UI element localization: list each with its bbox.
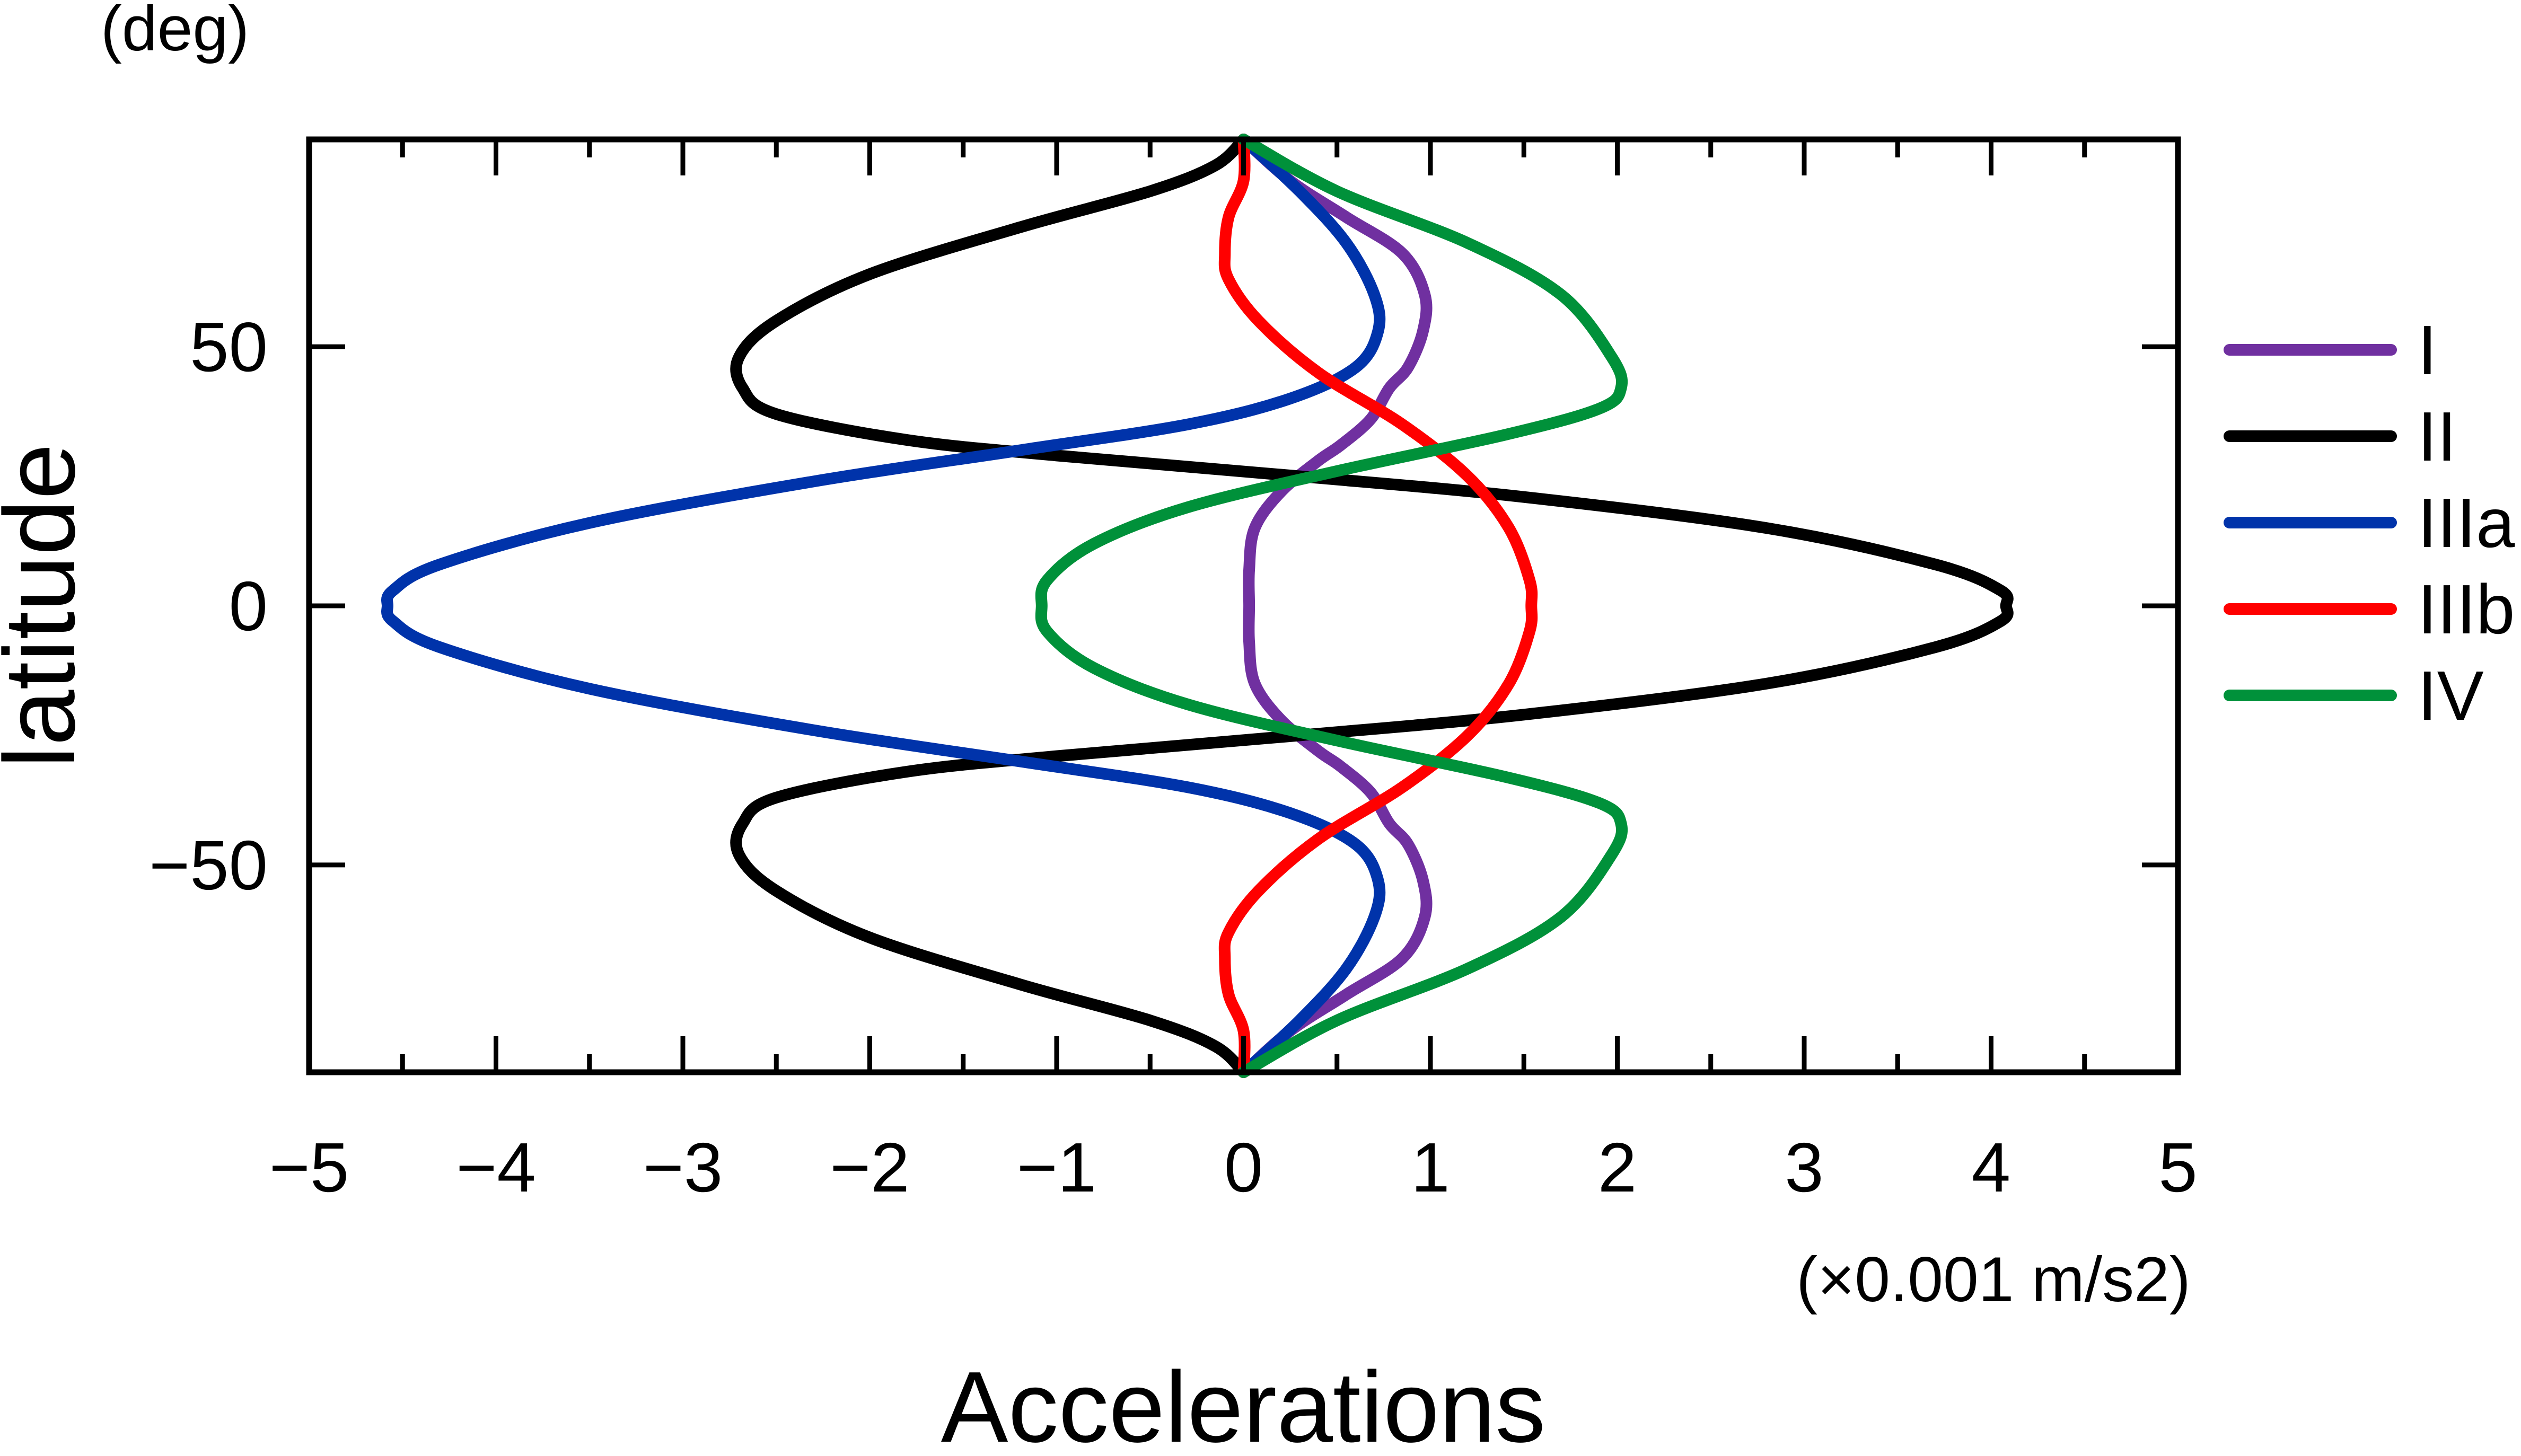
y-tick-label: 50 [190, 308, 268, 386]
x-tick-label: −2 [830, 1128, 910, 1206]
series-line-iiib [1218, 134, 1538, 1078]
series-line-ii [730, 134, 2014, 1078]
series-curves [381, 134, 2014, 1078]
y-tick-label: −50 [149, 826, 268, 904]
legend-label: I [2418, 311, 2437, 389]
series-line-iiia [381, 134, 1386, 1078]
x-tick-labels: −5 −4 −3 −2 −1 0 1 2 3 4 5 [269, 1128, 2198, 1206]
y-axis-label: latitude [0, 444, 96, 769]
legend-label: IIIa [2418, 484, 2515, 562]
series-line-i [1237, 134, 1433, 1078]
x-tick-label: 3 [1785, 1128, 1823, 1206]
y-tick-label: 0 [229, 567, 268, 645]
legend-item-iiia: IIIa [2224, 484, 2515, 562]
x-tick-label: −1 [1017, 1128, 1097, 1206]
legend-item-ii: II [2224, 398, 2456, 475]
x-tick-label: 4 [1972, 1128, 2010, 1206]
x-axis-unit: (×0.001 m/s2) [1796, 1244, 2191, 1315]
x-tick-label: −3 [643, 1128, 723, 1206]
legend-label: II [2418, 398, 2456, 475]
x-tick-label: 5 [2158, 1128, 2197, 1206]
legend-item-i: I [2224, 311, 2437, 389]
plot-frame [306, 136, 2181, 1075]
y-axis-unit: (deg) [101, 0, 249, 64]
series-line-iv [1035, 134, 1628, 1078]
legend-item-iiib: IIIb [2224, 570, 2515, 648]
x-tick-label: −4 [456, 1128, 536, 1206]
axis-ticks [306, 139, 2181, 1072]
legend-label: IIIb [2418, 570, 2515, 648]
x-tick-label: 2 [1598, 1128, 1637, 1206]
legend-item-iv: IV [2224, 657, 2484, 735]
x-tick-label: 1 [1411, 1128, 1450, 1206]
legend-label: IV [2418, 657, 2484, 735]
x-tick-label: −5 [269, 1128, 349, 1206]
x-tick-label: 0 [1224, 1128, 1263, 1206]
x-axis-label: Accelerations [941, 1351, 1546, 1453]
y-tick-labels: −50 0 50 [149, 308, 268, 904]
